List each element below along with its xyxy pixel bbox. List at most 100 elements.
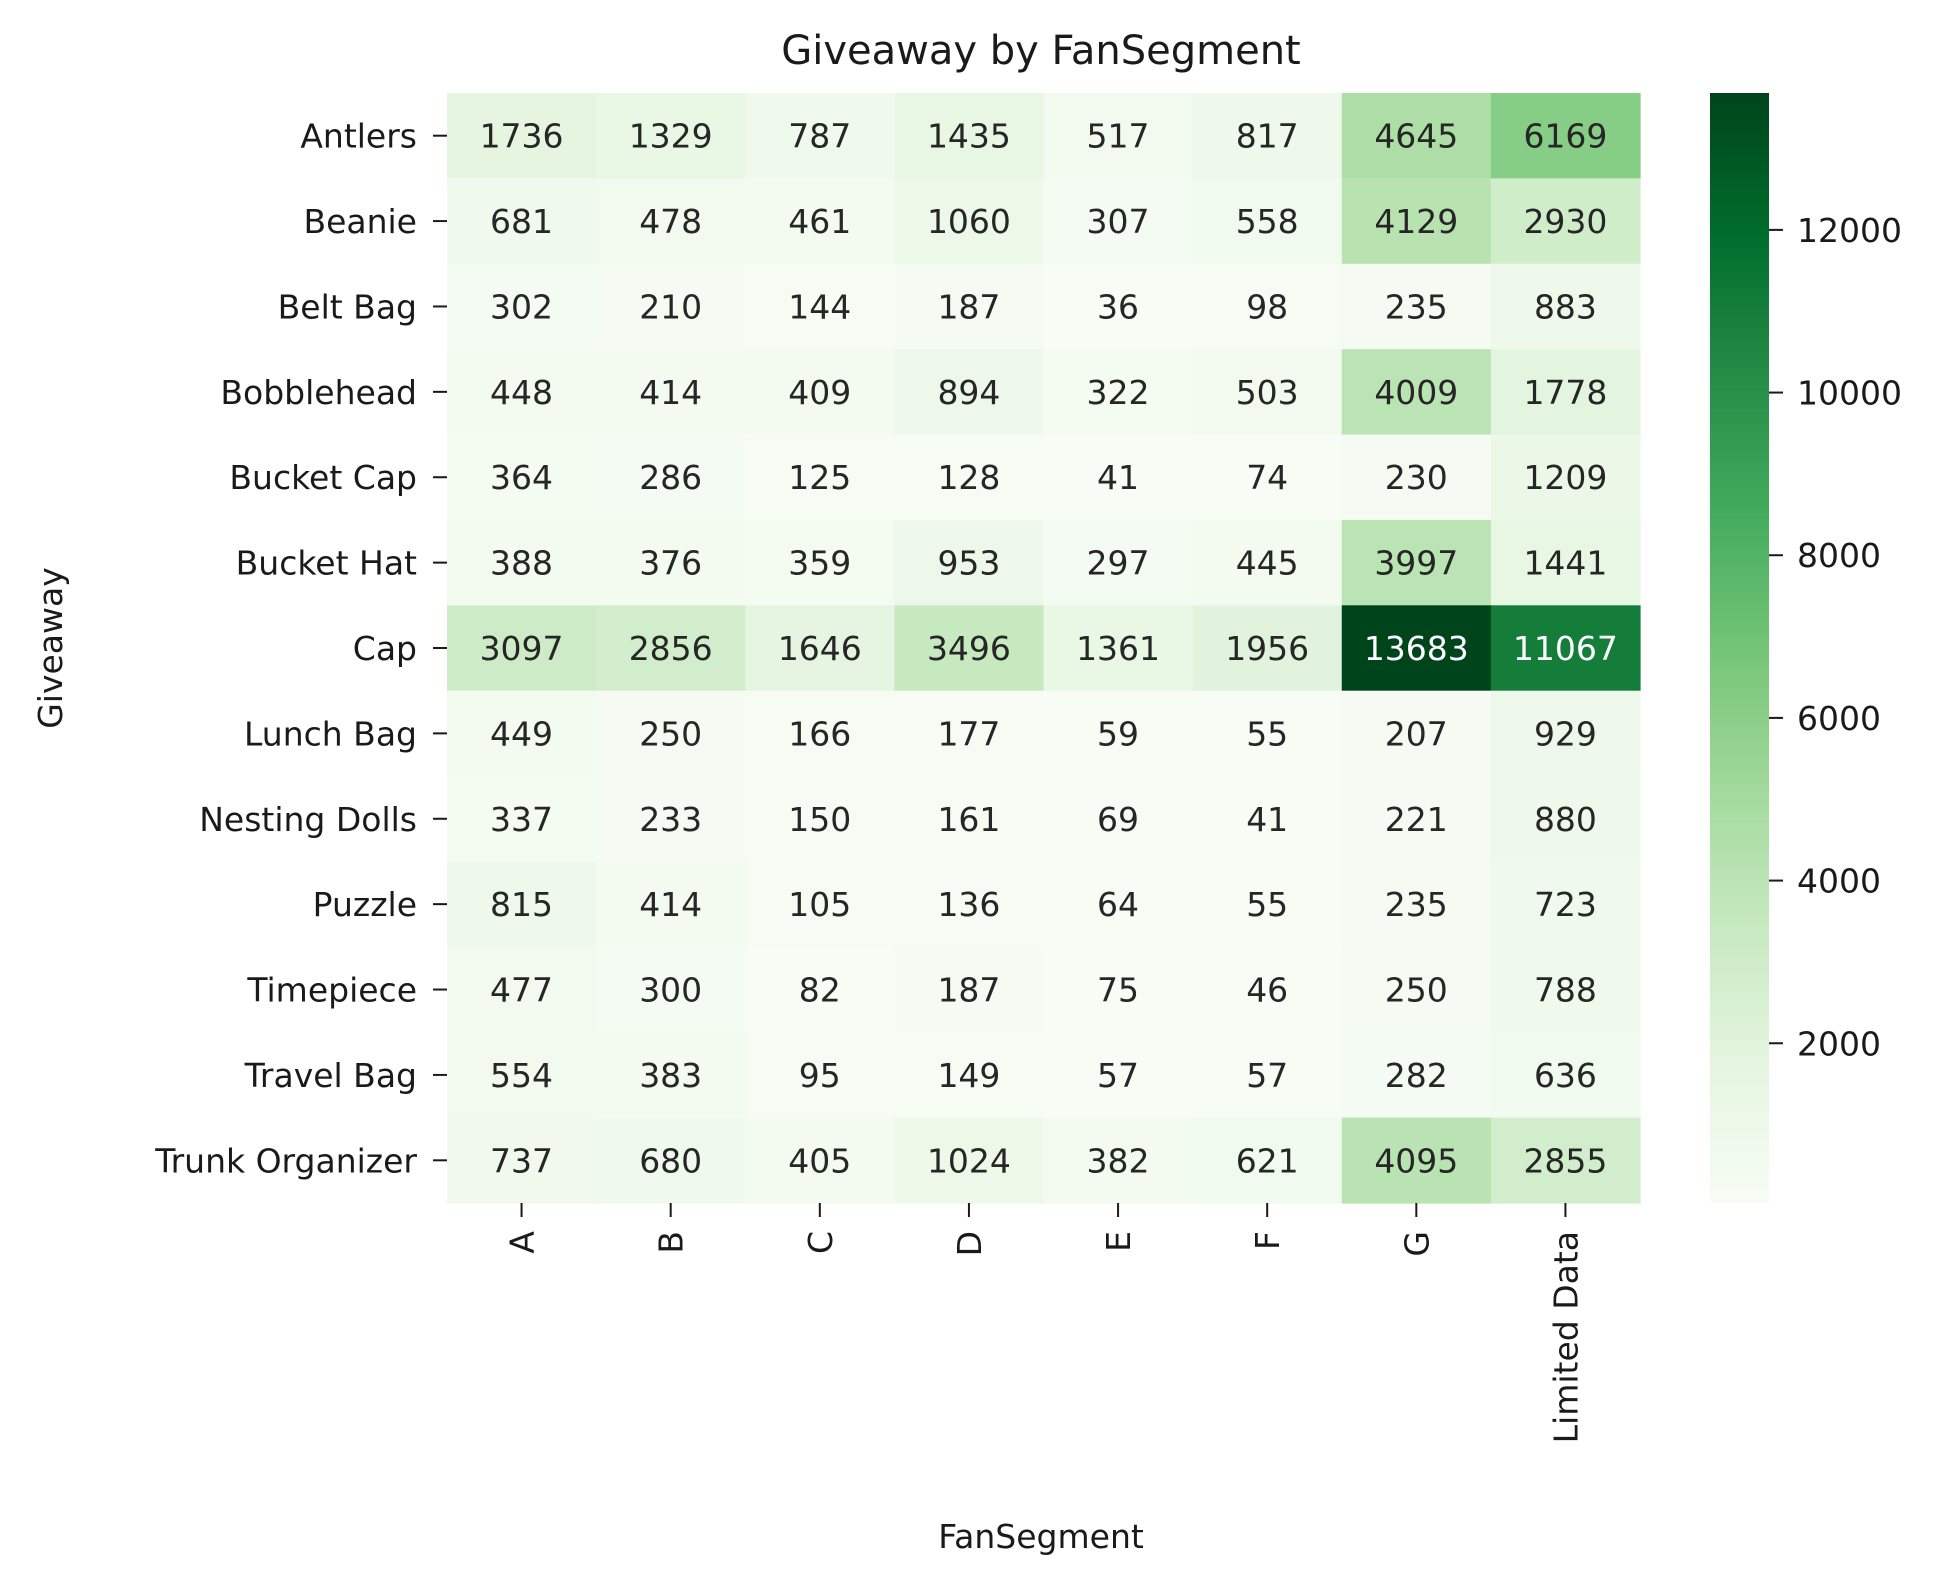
heatmap-cell [745, 776, 895, 863]
cell-value-label: 503 [1236, 373, 1299, 412]
cell-value-label: 4009 [1374, 373, 1458, 412]
x-tick-label: B [652, 1231, 691, 1254]
cell-value-label: 1736 [480, 117, 564, 156]
x-axis: A B C D E F G Limited Data [503, 1203, 1585, 1443]
chart-title: Giveaway by FanSegment [781, 28, 1301, 74]
heatmap-cell [894, 519, 1045, 606]
cell-value-label: 221 [1385, 800, 1448, 839]
cell-value-label: 1441 [1523, 544, 1607, 583]
cell-value-label: 621 [1236, 1141, 1299, 1180]
heatmap-cell [447, 178, 597, 265]
cell-value-label: 4645 [1374, 117, 1458, 156]
cell-value-label: 250 [639, 714, 702, 753]
heatmap-cell [1192, 263, 1343, 350]
cell-value-label: 817 [1236, 117, 1299, 156]
heatmap-cell [1490, 1032, 1641, 1119]
heatmap-cell [1043, 93, 1194, 179]
heatmap-cell [1341, 1032, 1492, 1119]
cell-value-label: 322 [1087, 373, 1150, 412]
cell-value-label: 74 [1246, 458, 1288, 497]
x-tick-label: G [1397, 1231, 1436, 1257]
cell-value-label: 55 [1246, 714, 1288, 753]
cell-value-label: 57 [1097, 1056, 1139, 1095]
heatmap-cell [447, 776, 597, 863]
heatmap-cell [1043, 605, 1194, 692]
cell-value-label: 282 [1385, 1056, 1448, 1095]
cell-value-label: 82 [799, 971, 841, 1010]
cell-value-label: 880 [1534, 800, 1597, 839]
heatmap-cell [447, 93, 597, 179]
heatmap-cell [1043, 263, 1194, 350]
cell-value-label: 337 [490, 800, 553, 839]
heatmap-cell [745, 263, 895, 350]
heatmap-cell [596, 861, 746, 948]
cell-value-label: 13683 [1364, 629, 1469, 668]
heatmap-cell [745, 519, 895, 606]
heatmap-cell [1341, 434, 1492, 521]
heatmap-cell [1490, 263, 1641, 350]
heatmap-cell [1341, 605, 1492, 692]
heatmap-cell [1341, 519, 1492, 606]
heatmap-cell [894, 605, 1045, 692]
heatmap-cell [1490, 690, 1641, 777]
cell-value-label: 59 [1097, 714, 1139, 753]
y-tick-label: Puzzle [313, 885, 417, 924]
heatmap-cell [745, 1117, 895, 1204]
heatmap-cell [1192, 519, 1343, 606]
cell-value-label: 448 [490, 373, 553, 412]
cell-value-label: 1060 [927, 202, 1011, 241]
heatmap-cell [447, 349, 597, 436]
cell-value-label: 307 [1087, 202, 1150, 241]
x-tick-label: C [801, 1231, 840, 1254]
heatmap-cell [894, 349, 1045, 436]
cell-value-label: 681 [490, 202, 553, 241]
heatmap-cell [745, 861, 895, 948]
cell-value-label: 41 [1246, 800, 1288, 839]
cell-value-label: 3496 [927, 629, 1011, 668]
cell-value-label: 461 [788, 202, 851, 241]
heatmap-cell [1490, 605, 1641, 692]
heatmap-cell [1490, 178, 1641, 265]
heatmap-cell [596, 178, 746, 265]
cell-value-label: 359 [788, 544, 851, 583]
y-axis: Antlers Beanie Belt Bag Bobblehead Bucket Ca… [154, 117, 447, 1180]
cell-value-label: 250 [1385, 971, 1448, 1010]
heatmap-cell [1043, 1032, 1194, 1119]
cell-value-label: 300 [639, 971, 702, 1010]
cell-value-label: 414 [639, 885, 702, 924]
cell-value-label: 388 [490, 544, 553, 583]
heatmap-cell [1490, 93, 1641, 179]
heatmap-cell [1043, 1117, 1194, 1204]
heatmap-cell [1043, 434, 1194, 521]
cell-value-label: 150 [788, 800, 851, 839]
cell-value-label: 449 [490, 714, 553, 753]
colorbar [1710, 93, 1769, 1203]
heatmap-cell [1341, 946, 1492, 1033]
heatmap-cell [1043, 178, 1194, 265]
cell-value-label: 161 [937, 800, 1000, 839]
cell-value-label: 1329 [629, 117, 713, 156]
heatmap-cell [894, 690, 1045, 777]
heatmap-cell [1490, 946, 1641, 1033]
heatmap-cell [1192, 434, 1343, 521]
cell-value-label: 207 [1385, 714, 1448, 753]
y-tick-label: Timepiece [246, 971, 417, 1010]
x-tick-label: F [1248, 1231, 1287, 1250]
cell-value-label: 894 [937, 373, 1000, 412]
cell-value-label: 554 [490, 1056, 553, 1095]
colorbar-tick-label: 4000 [1797, 862, 1881, 901]
cell-value-label: 149 [937, 1056, 1000, 1095]
x-tick-label: Limited Data [1546, 1231, 1585, 1443]
cell-value-label: 1435 [927, 117, 1011, 156]
cell-value-label: 409 [788, 373, 851, 412]
cell-value-label: 405 [788, 1141, 851, 1180]
x-tick-label: A [503, 1231, 542, 1254]
heatmap-cell [745, 434, 895, 521]
heatmap-cell [1192, 349, 1343, 436]
cell-value-label: 286 [639, 458, 702, 497]
heatmap-cell [1341, 776, 1492, 863]
cell-value-label: 383 [639, 1056, 702, 1095]
cell-value-label: 235 [1385, 885, 1448, 924]
cell-value-label: 2856 [629, 629, 713, 668]
cell-value-label: 187 [937, 287, 1000, 326]
